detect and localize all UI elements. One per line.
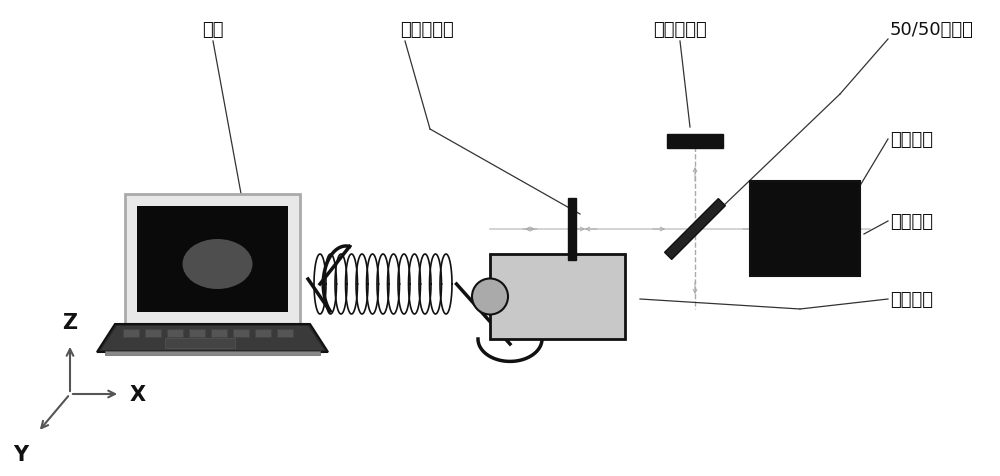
Polygon shape bbox=[101, 327, 324, 350]
Bar bbox=[211, 329, 227, 337]
Text: 面阵相机: 面阵相机 bbox=[890, 290, 933, 308]
Polygon shape bbox=[568, 198, 576, 260]
Bar bbox=[750, 182, 860, 277]
Text: X: X bbox=[130, 384, 146, 404]
Text: 电脑: 电脑 bbox=[202, 21, 224, 39]
Circle shape bbox=[472, 279, 508, 315]
Bar bbox=[105, 351, 320, 355]
Bar bbox=[167, 329, 183, 337]
Polygon shape bbox=[665, 199, 725, 260]
Bar bbox=[125, 195, 300, 324]
Bar bbox=[189, 329, 205, 337]
Text: Y: Y bbox=[13, 444, 28, 464]
Bar bbox=[233, 329, 249, 337]
Bar bbox=[123, 329, 139, 337]
Bar bbox=[165, 338, 235, 348]
Polygon shape bbox=[97, 324, 328, 352]
Text: 50/50分光镜: 50/50分光镜 bbox=[890, 21, 974, 39]
Text: 金属反射镜: 金属反射镜 bbox=[653, 21, 707, 39]
Text: 激光光源: 激光光源 bbox=[890, 131, 933, 149]
Bar bbox=[137, 207, 288, 312]
Text: 待测物体: 待测物体 bbox=[890, 213, 933, 230]
Text: Z: Z bbox=[62, 312, 78, 332]
Bar bbox=[277, 329, 293, 337]
Bar bbox=[255, 329, 271, 337]
Bar bbox=[667, 135, 723, 149]
Ellipse shape bbox=[183, 239, 253, 289]
Bar bbox=[490, 255, 625, 339]
Bar bbox=[145, 329, 161, 337]
Text: 金属反射镜: 金属反射镜 bbox=[400, 21, 454, 39]
